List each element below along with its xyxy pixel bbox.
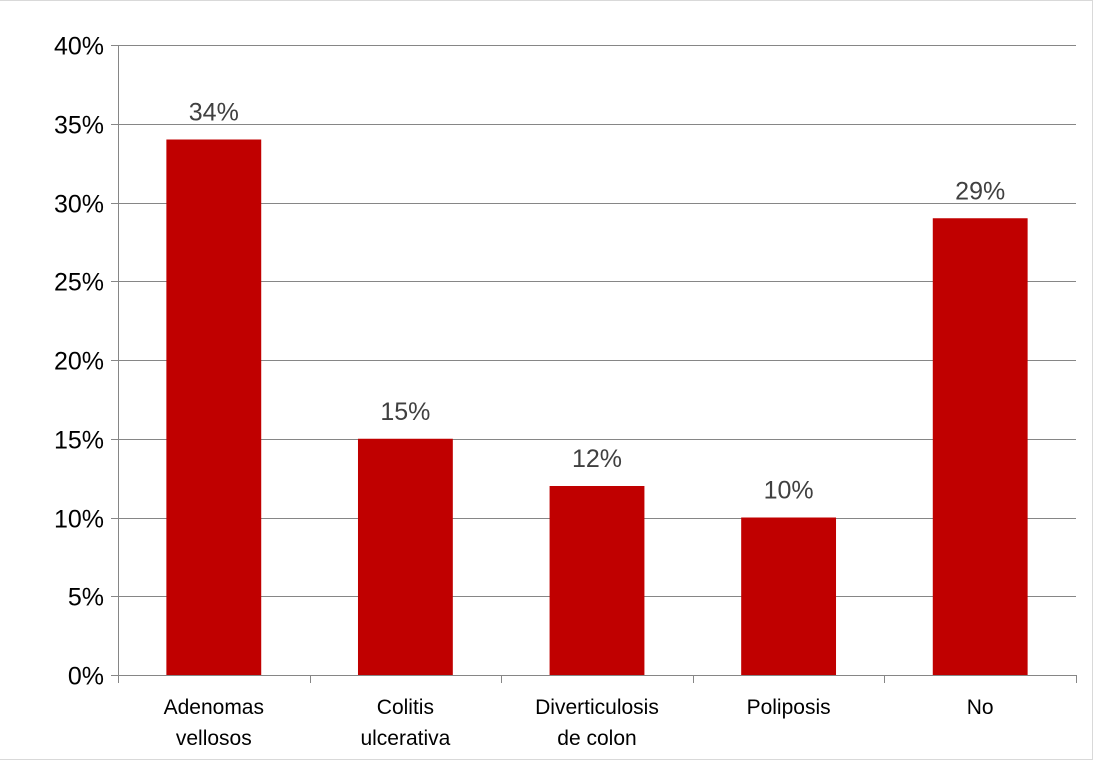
bars — [166, 139, 1028, 675]
data-label: 15% — [380, 398, 430, 426]
data-label: 10% — [764, 477, 814, 505]
bar — [741, 517, 837, 675]
x-category-label: No — [967, 696, 994, 719]
y-tick-label: 30% — [54, 191, 104, 219]
y-tick-label: 25% — [54, 269, 104, 297]
y-tick-label: 10% — [54, 506, 104, 534]
y-axis-ticks: 0% 5% 10% 15% 20% 25% 30% 35% 40% — [54, 33, 104, 691]
gridlines — [111, 45, 1076, 676]
x-axis — [118, 45, 1077, 683]
x-category-label: Colitis ulcerativa — [360, 696, 450, 750]
x-category-label: Diverticulosis de colon — [535, 696, 659, 750]
bar — [166, 139, 262, 675]
x-category-label: Adenomas vellosos — [164, 696, 264, 750]
y-tick-label: 0% — [68, 663, 104, 691]
y-tick-label: 5% — [68, 584, 104, 612]
bar — [549, 486, 645, 675]
y-tick-label: 35% — [54, 112, 104, 140]
data-label: 12% — [572, 445, 622, 473]
y-tick-label: 40% — [54, 33, 104, 61]
x-category-label: Poliposis — [747, 696, 831, 719]
y-tick-label: 20% — [54, 348, 104, 376]
data-labels: 34% 15% 12% 10% 29% — [189, 99, 1005, 505]
bar — [357, 438, 453, 675]
bar — [932, 218, 1028, 675]
x-axis-labels: Adenomas vellosos Colitis ulcerativa Diverti… — [164, 696, 994, 750]
data-label: 29% — [955, 177, 1005, 205]
data-label: 34% — [189, 99, 239, 127]
y-tick-label: 15% — [54, 427, 104, 455]
